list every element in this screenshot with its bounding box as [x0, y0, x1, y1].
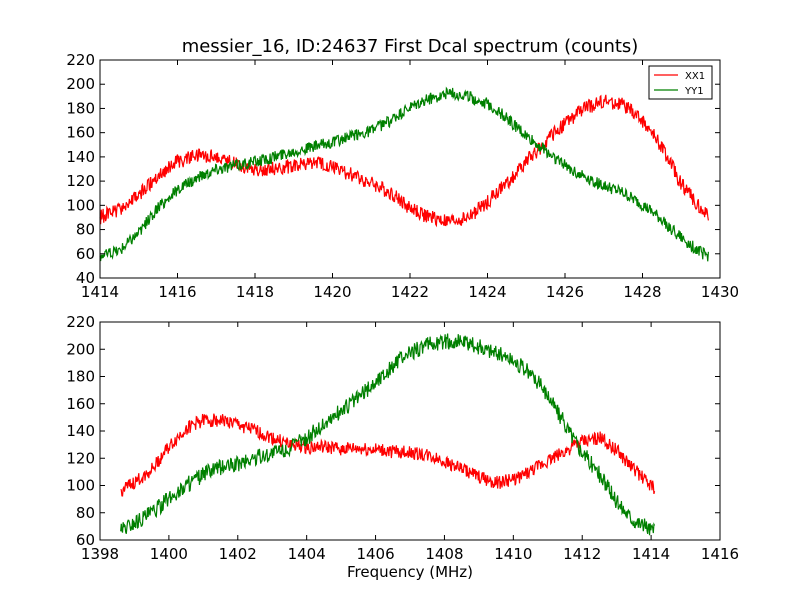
- y-tick-label: 220: [66, 51, 95, 69]
- series-line-yy1-panel-1: [120, 333, 656, 536]
- y-tick-label: 80: [76, 504, 95, 522]
- y-tick-label: 180: [66, 99, 95, 117]
- y-tick-label: 40: [76, 269, 95, 287]
- x-tick-label: 1424: [468, 283, 506, 301]
- x-tick-label: 1426: [546, 283, 584, 301]
- x-tick-label: 1418: [236, 283, 274, 301]
- y-tick-label: 120: [66, 172, 95, 190]
- y-tick-label: 80: [76, 221, 95, 239]
- series-line-xx1-panel-0: [99, 94, 709, 228]
- bottom-panel: 1398 1400 1402 1404 1406 1408 1410 1412 1414 1416…: [66, 313, 739, 581]
- x-tick-label: 1422: [391, 283, 429, 301]
- x-tick-label: 1410: [494, 545, 532, 563]
- x-tick-label: 1420: [313, 283, 351, 301]
- series-line-yy1-panel-0: [99, 86, 709, 262]
- y-tick-label: 120: [66, 449, 95, 467]
- y-tick-label: 220: [66, 313, 95, 331]
- chart-title: messier_16, ID:24637 First Dcal spectrum…: [182, 36, 639, 57]
- y-tick-label: 60: [76, 531, 95, 549]
- x-tick-label: 1414: [632, 545, 670, 563]
- y-tick-label: 140: [66, 148, 95, 166]
- x-tick-label: 1404: [288, 545, 326, 563]
- y-tick-label: 100: [66, 477, 95, 495]
- legend-label-yy1: YY1: [684, 86, 704, 97]
- x-axis-label: Frequency (MHz): [347, 563, 473, 581]
- x-tick-label: 1416: [158, 283, 196, 301]
- legend-box: [648, 65, 713, 100]
- x-tick-label: 1430: [701, 283, 739, 301]
- y-tick-label: 160: [66, 395, 95, 413]
- axes-frame: [99, 59, 721, 279]
- x-tick-label: 1416: [701, 545, 739, 563]
- x-tick-label: 1398: [81, 545, 119, 563]
- y-tick-label: 60: [76, 245, 95, 263]
- x-tick-label: 1408: [425, 545, 463, 563]
- x-tick-label: 1412: [563, 545, 601, 563]
- top-panel: 1414 1416 1418 1420 1422 1424 1426 1428 1430 40 60…: [66, 36, 739, 301]
- y-tick-label: 100: [66, 196, 95, 214]
- legend-label-xx1: XX1: [685, 71, 705, 82]
- y-tick-label: 180: [66, 368, 95, 386]
- x-tick-label: 1402: [219, 545, 257, 563]
- y-tick-label: 160: [66, 124, 95, 142]
- y-tick-label: 140: [66, 422, 95, 440]
- series-line-xx1-panel-1: [120, 413, 656, 497]
- y-tick-label: 200: [66, 75, 95, 93]
- x-tick-label: 1428: [623, 283, 661, 301]
- y-tick-label: 200: [66, 340, 95, 358]
- x-tick-label: 1400: [150, 545, 188, 563]
- x-tick-label: 1414: [81, 283, 119, 301]
- x-tick-label: 1406: [356, 545, 394, 563]
